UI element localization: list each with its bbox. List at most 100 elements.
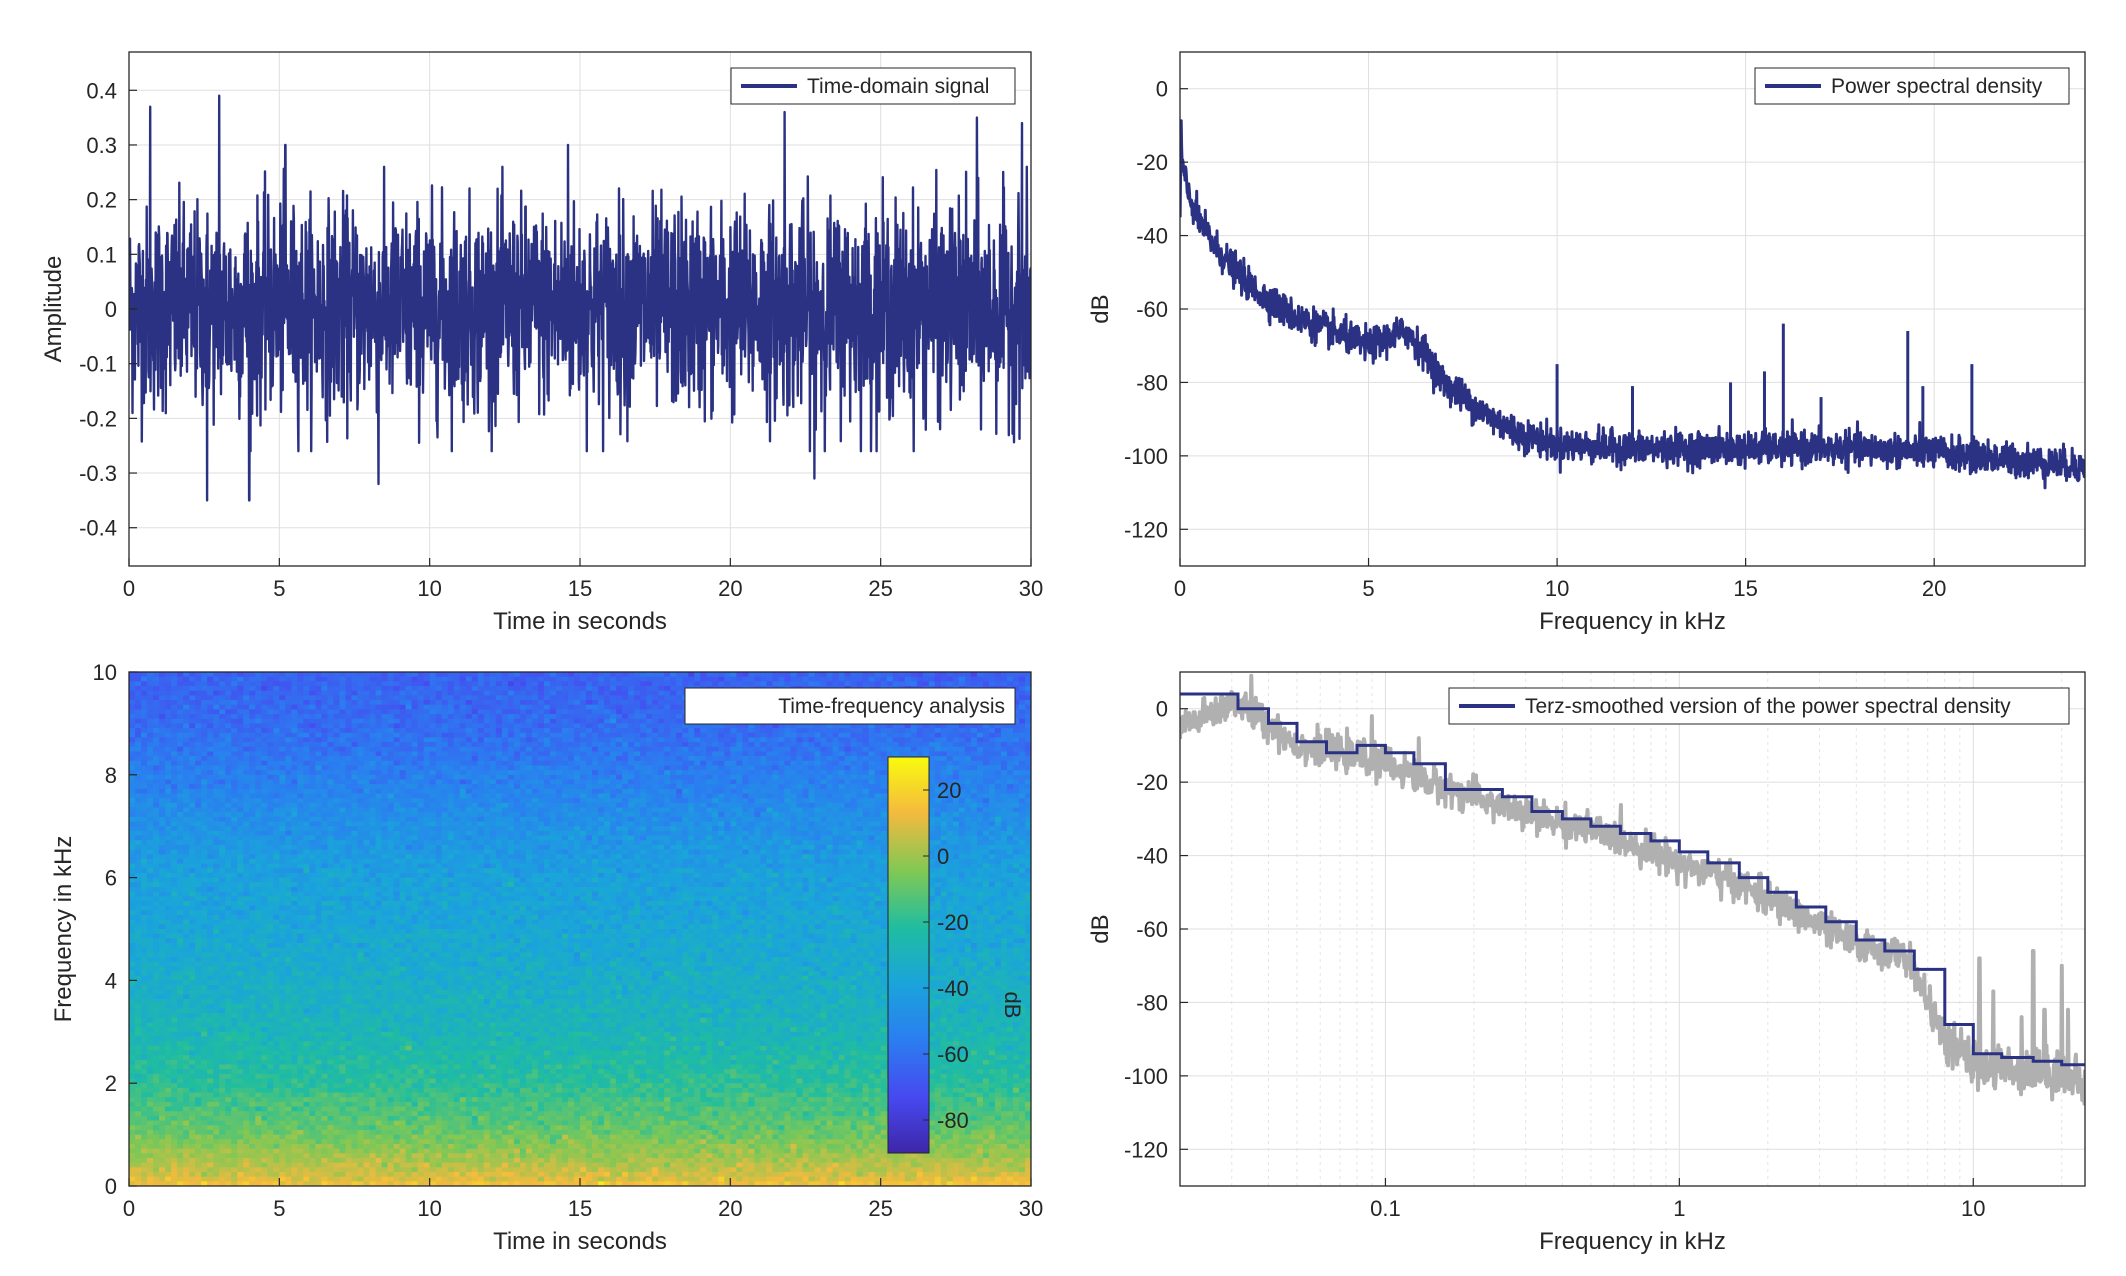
spectrogram-cell — [135, 821, 142, 827]
spectrogram-cell — [592, 737, 599, 743]
spectrogram-cell — [201, 681, 208, 687]
spectrogram-cell — [561, 695, 569, 701]
spectrogram-cell — [784, 774, 792, 781]
spectrogram-cell — [495, 676, 503, 682]
spectrogram-cell — [297, 723, 304, 729]
spectrogram-cell — [634, 676, 641, 682]
spectrogram-cell — [622, 700, 629, 706]
spectrogram-cell — [393, 718, 401, 724]
spectrogram-cell — [880, 779, 888, 785]
spectrogram-cell — [231, 807, 238, 813]
spectrogram-cell — [934, 812, 942, 818]
spectrogram-cell — [357, 770, 365, 776]
spectrogram-cell — [766, 672, 774, 678]
spectrogram-cell — [453, 737, 461, 743]
spectrogram-cell — [417, 756, 425, 762]
spectrogram-cell — [201, 695, 208, 701]
spectrogram-cell — [189, 765, 196, 771]
spectrogram-cell — [285, 798, 292, 804]
spectrogram-cell — [171, 709, 178, 715]
spectrogram-cell — [489, 788, 497, 795]
spectrogram-cell — [748, 788, 755, 795]
spectrogram-cell — [928, 672, 936, 678]
spectrogram-cell — [135, 812, 142, 818]
spectrogram-cell — [399, 737, 407, 743]
spectrogram-cell — [976, 746, 984, 753]
spectrogram-cell — [580, 690, 587, 696]
spectrogram-cell — [1018, 812, 1026, 818]
spectrogram-cell — [345, 737, 353, 743]
spectrogram-cell — [177, 723, 184, 729]
spectrogram-cell — [357, 742, 365, 748]
spectrogram-cell — [375, 709, 383, 715]
spectrogram-cell — [634, 672, 641, 678]
spectrogram-cell — [207, 821, 214, 827]
spectrogram-cell — [357, 751, 365, 757]
spectrogram-cell — [183, 816, 190, 823]
spectrogram-cell — [447, 770, 455, 776]
spectrogram-cell — [399, 742, 407, 748]
spectrogram-cell — [327, 774, 335, 781]
spectrogram-cell — [964, 774, 972, 781]
spectrogram-cell — [820, 816, 828, 823]
spectrogram-cell — [519, 821, 527, 827]
spectrogram-cell — [808, 765, 816, 771]
spectrogram-cell — [658, 784, 665, 790]
spectrogram-cell — [543, 779, 551, 785]
spectrogram-cell — [988, 756, 996, 762]
spectrogram-cell — [646, 723, 653, 729]
spectrogram-cell — [838, 788, 846, 795]
spectrogram-cell — [982, 816, 990, 823]
spectrogram-cell — [441, 788, 449, 795]
spectrogram-cell — [970, 737, 978, 743]
spectrogram-cell — [309, 798, 317, 804]
spectrogram-cell — [1000, 742, 1008, 748]
spectrogram-cell — [814, 784, 822, 790]
spectrogram-cell — [604, 746, 611, 753]
spectrogram-cell — [171, 681, 178, 687]
spectrogram-cell — [291, 695, 298, 701]
spectrogram-cell — [135, 709, 142, 715]
spectrogram-cell — [736, 807, 743, 813]
spectrogram-cell — [201, 676, 208, 682]
spectrogram-cell — [586, 816, 593, 823]
spectrogram-cell — [832, 760, 840, 767]
spectrogram-cell — [321, 770, 329, 776]
spectrogram-cell — [393, 765, 401, 771]
spectrogram-cell — [748, 723, 755, 729]
spectrogram-cell — [423, 672, 431, 678]
spectrogram-cell — [898, 681, 906, 687]
spectrogram-cell — [465, 709, 473, 715]
spectrogram-cell — [129, 718, 136, 724]
spectrogram-cell — [694, 756, 701, 762]
spectrogram-cell — [646, 672, 653, 678]
spectrogram-cell — [435, 756, 443, 762]
spectrogram-cell — [850, 681, 858, 687]
spectrogram-cell — [435, 723, 443, 729]
spectrogram-cell — [580, 672, 587, 678]
spectrogram-cell — [429, 695, 437, 701]
spectrogram-cell — [375, 779, 383, 785]
spectrogram-cell — [351, 681, 359, 687]
spectrogram-cell — [904, 676, 912, 682]
spectrogram-cell — [333, 723, 341, 729]
spectrogram-cell — [423, 737, 431, 743]
spectrogram-cell — [291, 774, 298, 781]
spectrogram-cell — [874, 672, 882, 678]
spectrogram-cell — [309, 821, 317, 827]
spectrogram-cell — [772, 807, 780, 813]
spectrogram-cell — [213, 821, 220, 827]
spectrogram-cell — [1000, 732, 1008, 739]
spectrogram-cell — [628, 690, 635, 696]
spectrogram-cell — [189, 728, 196, 734]
spectrogram-cell — [958, 779, 966, 785]
spectrogram-cell — [766, 756, 774, 762]
spectrogram-cell — [832, 784, 840, 790]
spectrogram-cell — [231, 746, 238, 753]
spectrogram-cell — [982, 681, 990, 687]
spectrogram-cell — [640, 742, 647, 748]
spectrogram-cell — [934, 784, 942, 790]
spectrogram-cell — [736, 793, 743, 799]
spectrogram-cell — [573, 681, 581, 687]
spectrogram-cell — [964, 788, 972, 795]
